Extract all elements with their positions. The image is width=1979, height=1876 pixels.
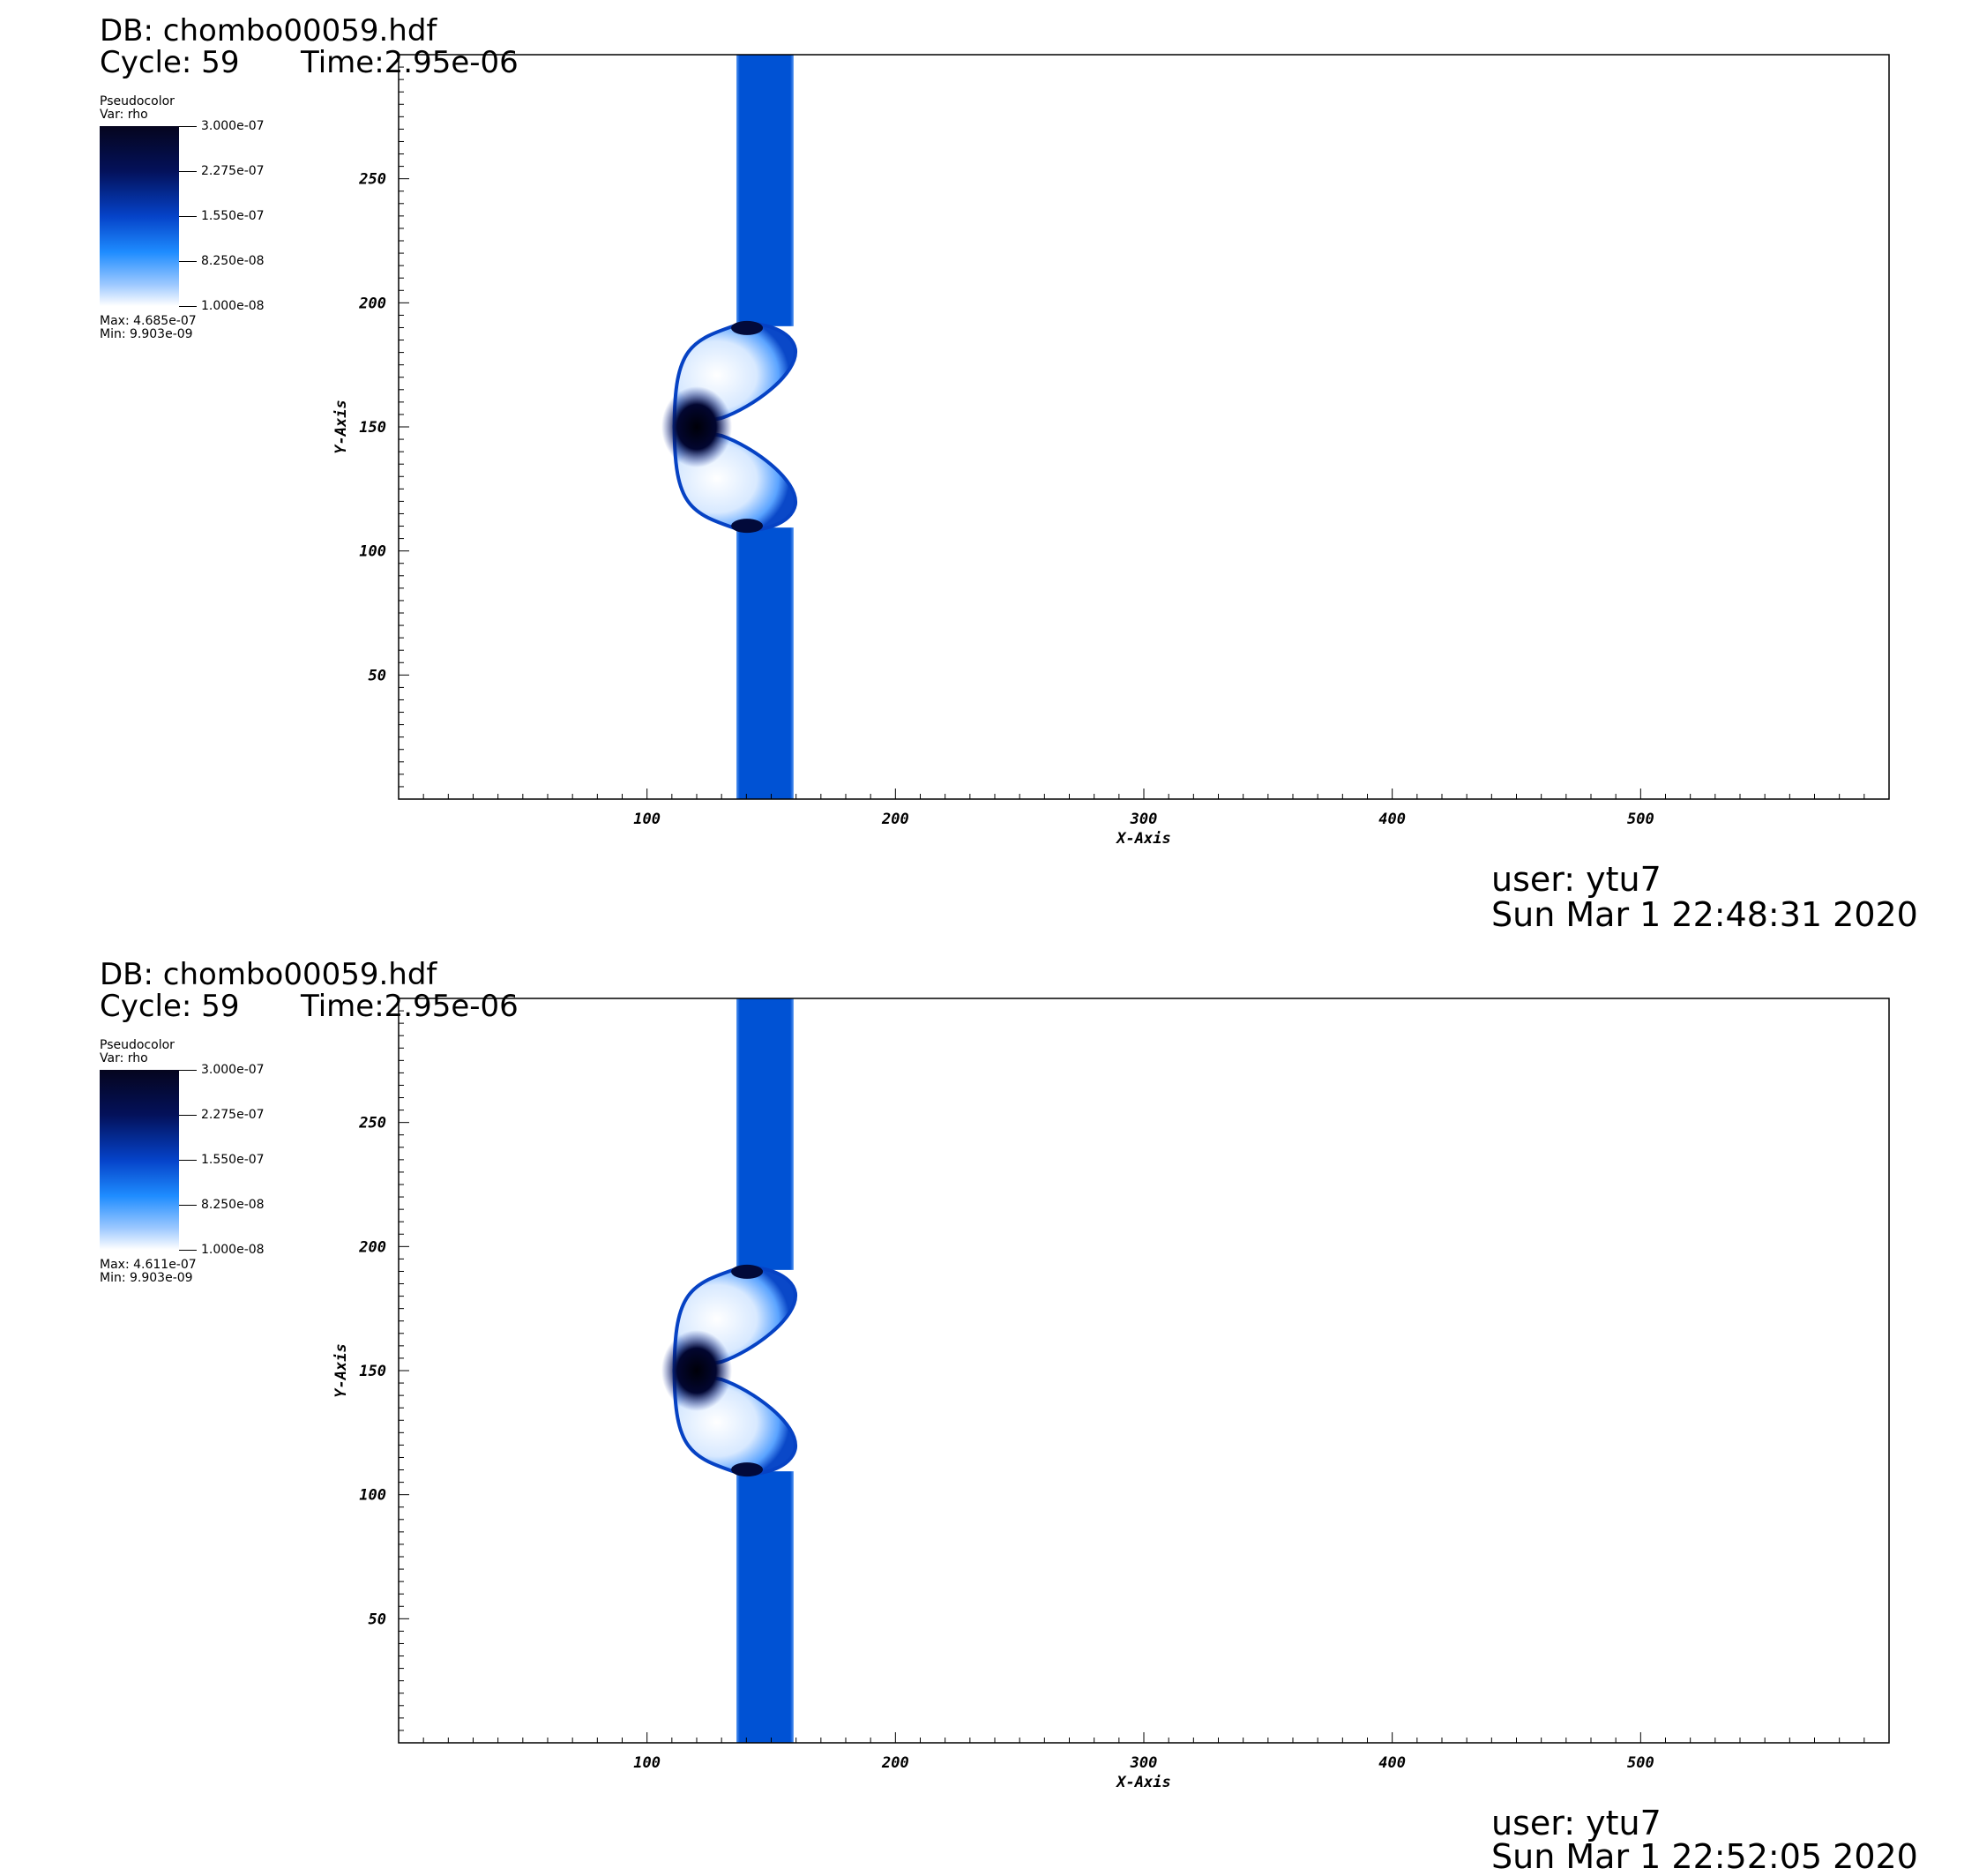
y-tick-label: 50 [369, 1611, 386, 1628]
plot-canvas: 100 200 300 400 500 50 100 150 200 250 X-Axis Y-Axi… [332, 998, 1890, 1791]
y-tick-label: 100 [359, 543, 386, 561]
colorbar [100, 126, 179, 306]
x-tick-label: 100 [633, 1754, 661, 1772]
x-tick-label: 400 [1378, 1754, 1406, 1772]
legend-min: Min: 9.903e-09 [100, 1271, 193, 1285]
y-tick-label: 50 [369, 667, 386, 684]
cap-tip-top [731, 1264, 764, 1279]
legend-var-label: Var: rho [100, 1051, 148, 1065]
colorbar-tick [179, 1115, 197, 1116]
time-label: Time:2.95e-06 [301, 45, 519, 80]
legend-max: Max: 4.611e-07 [100, 1258, 197, 1272]
x-axis-label: X-Axis [1115, 830, 1170, 848]
colorbar [100, 1070, 179, 1250]
cap-tip-top [731, 320, 764, 335]
colorbar-tick-label: 1.550e-07 [201, 209, 265, 223]
y-tick-label: 250 [358, 171, 386, 189]
legend-min: Min: 9.903e-09 [100, 327, 193, 341]
x-tick-label: 200 [881, 811, 909, 828]
x-tick-label: 400 [1378, 811, 1406, 828]
colorbar-tick-label: 1.000e-08 [201, 299, 265, 313]
cap-tip-bottom [731, 1462, 764, 1477]
plot-frame [398, 998, 1890, 1744]
y-tick-label: 200 [358, 295, 386, 312]
colorbar-tick [179, 1250, 197, 1251]
plot-window-bottom: DB: chombo00059.hdf Cycle: 59 Time:2.95e… [0, 937, 1979, 1873]
user-label: user: ytu7 [1491, 1804, 1662, 1842]
y-axis-label: Y-Axis [332, 1343, 350, 1397]
colorbar-tick [179, 261, 197, 262]
colorbar-tick [179, 1160, 197, 1161]
time-label: Time:2.95e-06 [301, 989, 519, 1024]
x-tick-label: 300 [1130, 811, 1158, 828]
plot-window-top: DB: chombo00059.hdf Cycle: 59 Time:2.95e… [0, 0, 1979, 937]
colorbar-tick-label: 3.000e-07 [201, 119, 265, 133]
colorbar-tick-label: 8.250e-08 [201, 254, 265, 268]
y-axis-label: Y-Axis [332, 400, 350, 453]
dense-core [661, 386, 732, 467]
legend-plot-type: Pseudocolor [100, 1038, 175, 1052]
dense-core [661, 1330, 732, 1411]
colorbar-tick [179, 216, 197, 217]
db-label: DB: chombo00059.hdf [100, 957, 437, 992]
y-tick-label: 150 [359, 419, 386, 437]
x-tick-label: 200 [881, 1754, 909, 1772]
cycle-label: Cycle: 59 [100, 989, 240, 1024]
plot-frame [398, 54, 1890, 800]
colorbar-tick-label: 8.250e-08 [201, 1198, 265, 1212]
legend-max: Max: 4.685e-07 [100, 314, 197, 328]
user-label: user: ytu7 [1491, 860, 1662, 899]
y-tick-label: 150 [359, 1363, 386, 1380]
y-tick-label: 250 [358, 1115, 386, 1132]
colorbar-tick [179, 126, 197, 127]
colorbar-tick [179, 1070, 197, 1071]
colorbar-tick [179, 306, 197, 307]
cap-tip-bottom [731, 519, 764, 534]
y-tick-label: 100 [359, 1487, 386, 1505]
colorbar-tick-label: 2.275e-07 [201, 1108, 265, 1122]
colorbar-tick-label: 3.000e-07 [201, 1063, 265, 1077]
x-tick-label: 100 [633, 811, 661, 828]
x-tick-label: 300 [1130, 1754, 1158, 1772]
colorbar-tick-label: 1.550e-07 [201, 1153, 265, 1167]
x-tick-label: 500 [1627, 811, 1654, 828]
plot-canvas: 100 200 300 400 500 50 100 150 200 250 X-Axis Y-Axi… [332, 54, 1890, 848]
date-label: Sun Mar 1 22:48:31 2020 [1491, 895, 1918, 934]
y-tick-label: 200 [358, 1238, 386, 1256]
legend-plot-type: Pseudocolor [100, 94, 175, 108]
colorbar-tick-label: 2.275e-07 [201, 164, 265, 178]
cycle-label: Cycle: 59 [100, 45, 240, 80]
legend-var-label: Var: rho [100, 108, 148, 122]
colorbar-tick [179, 171, 197, 172]
x-tick-label: 500 [1627, 1754, 1654, 1772]
colorbar-tick-label: 1.000e-08 [201, 1243, 265, 1257]
colorbar-tick [179, 1205, 197, 1206]
date-label: Sun Mar 1 22:52:05 2020 [1491, 1837, 1918, 1876]
x-axis-label: X-Axis [1115, 1774, 1170, 1791]
db-label: DB: chombo00059.hdf [100, 13, 437, 49]
